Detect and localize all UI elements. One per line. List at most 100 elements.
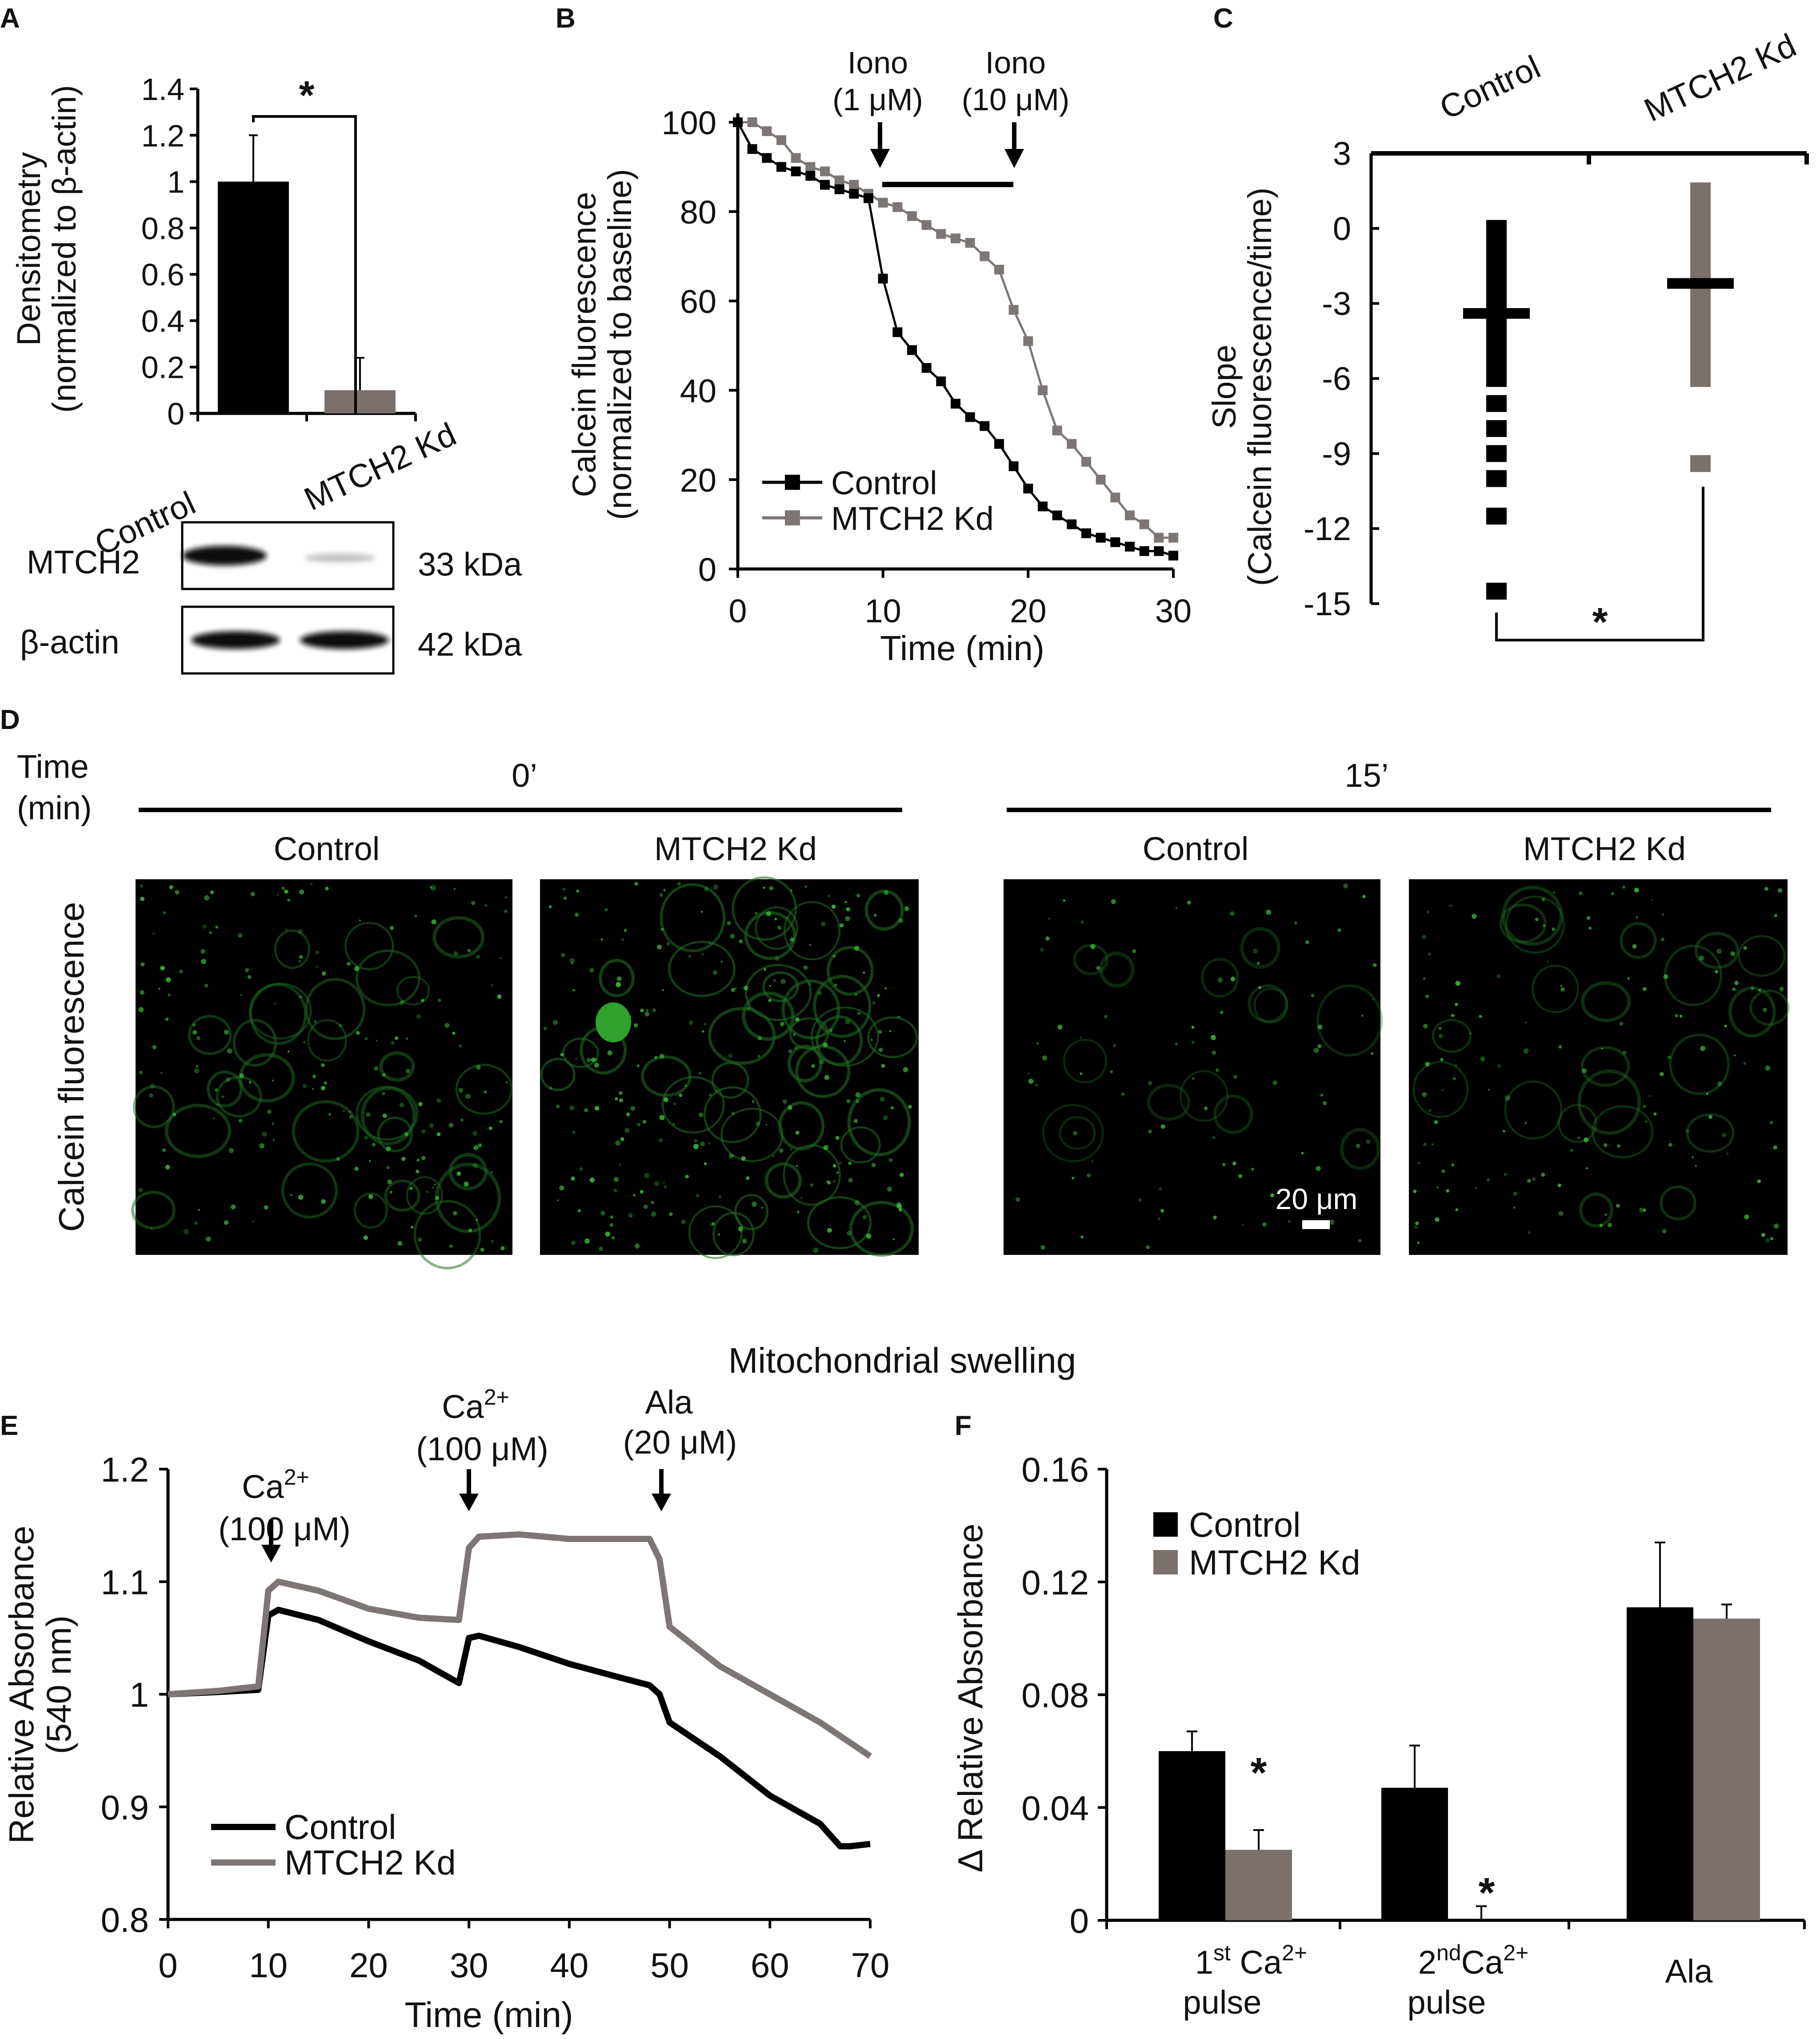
fluorescent-spot bbox=[1436, 1186, 1439, 1189]
fluorescent-spot bbox=[1480, 1056, 1485, 1062]
f-y-tick-label: 0.12 bbox=[1021, 1563, 1089, 1602]
panel-c-cat-kd: MTCH2 Kd bbox=[1639, 27, 1802, 129]
fluorescent-spot bbox=[826, 1180, 828, 1182]
fluorescent-spot bbox=[556, 1105, 560, 1109]
cell-outline bbox=[216, 1076, 262, 1118]
fluorescent-spot bbox=[742, 1238, 747, 1244]
cell-outline bbox=[1240, 927, 1280, 969]
fluorescent-spot bbox=[630, 1106, 636, 1111]
western-blot: MTCH2 β-actin 33 kDa 42 kDa bbox=[20, 521, 522, 675]
fluorescent-spot bbox=[663, 889, 666, 892]
fluorescent-spot bbox=[1413, 1190, 1417, 1194]
cell-outline bbox=[281, 1162, 338, 1219]
panel-f-cat-2: 2ndCa2+ pulse bbox=[1408, 1940, 1529, 2021]
c-y-tick-label: -12 bbox=[1304, 510, 1351, 547]
fluorescent-spot bbox=[734, 988, 737, 990]
fluorescent-spot bbox=[1316, 1166, 1321, 1171]
fluorescent-spot bbox=[364, 1037, 368, 1040]
fluorescent-spot bbox=[884, 987, 887, 989]
cell-outline bbox=[131, 1190, 176, 1230]
fluorescent-spot bbox=[1743, 946, 1747, 950]
fluorescent-spot bbox=[863, 971, 865, 974]
fluorescent-spot bbox=[1582, 1068, 1587, 1074]
fluorescent-spot bbox=[192, 1030, 197, 1035]
fluorescent-spot bbox=[663, 1181, 665, 1184]
fluorescent-spot bbox=[160, 1072, 163, 1074]
cell-outline bbox=[1059, 1116, 1096, 1150]
fluorescent-spot bbox=[774, 917, 777, 921]
fluorescent-spot bbox=[1417, 1241, 1420, 1244]
fluorescent-spot bbox=[1726, 1152, 1729, 1155]
fluorescent-spot bbox=[1645, 1120, 1648, 1123]
svg-text:pulse: pulse bbox=[1183, 1984, 1262, 2021]
b-point-kd bbox=[1139, 519, 1149, 529]
fluorescent-spot bbox=[1504, 1173, 1507, 1176]
fluorescent-spot bbox=[435, 1196, 440, 1200]
fluorescent-spot bbox=[1524, 1021, 1527, 1024]
fluorescent-spot bbox=[637, 1064, 640, 1067]
fluorescent-spot bbox=[1616, 1204, 1620, 1208]
c-point-control bbox=[1486, 445, 1507, 462]
panel-a: A Densitometry (normalized to β-actin) 1… bbox=[0, 3, 522, 675]
fluorescent-spot bbox=[272, 1139, 275, 1142]
fluorescent-spot bbox=[1662, 913, 1664, 916]
fluorescent-spot bbox=[1758, 989, 1761, 992]
e-x-tick-label: 60 bbox=[751, 1946, 789, 1985]
fluorescent-spot bbox=[765, 1124, 768, 1126]
cell-outline bbox=[816, 1015, 863, 1066]
fluorescent-spot bbox=[1212, 1136, 1215, 1139]
fluorescent-spot bbox=[363, 1235, 368, 1240]
fluorescent-spot bbox=[1651, 899, 1653, 901]
c-point-control bbox=[1486, 370, 1507, 387]
fluorescent-spot bbox=[262, 1131, 267, 1137]
svg-text:(20 μM): (20 μM) bbox=[623, 1424, 737, 1461]
fluorescent-spot bbox=[1732, 987, 1736, 991]
fluorescent-spot bbox=[1372, 998, 1374, 1001]
fluorescent-spot bbox=[179, 969, 184, 974]
fluorescent-spot bbox=[899, 1173, 904, 1177]
f-legend-label: MTCH2 Kd bbox=[1189, 1543, 1360, 1582]
fluorescent-spot bbox=[1441, 1169, 1445, 1173]
fluorescent-spot bbox=[225, 1077, 231, 1082]
fluorescent-spot bbox=[1774, 914, 1777, 917]
fluorescent-spot bbox=[359, 919, 361, 921]
fluorescent-spot bbox=[1230, 911, 1235, 916]
cell-outline bbox=[1620, 922, 1657, 959]
fluorescent-spot bbox=[416, 1170, 420, 1174]
blot-kda-actin: 42 kDa bbox=[418, 626, 522, 663]
fluorescent-spot bbox=[421, 998, 424, 1002]
fluorescent-spot bbox=[386, 1146, 391, 1152]
fluorescent-spot bbox=[576, 889, 580, 893]
cell-outline bbox=[598, 958, 635, 997]
b-point-kd bbox=[951, 233, 960, 244]
fluorescent-spot bbox=[1513, 1206, 1516, 1209]
a-sig-star: * bbox=[299, 73, 314, 118]
fluorescent-spot bbox=[848, 1178, 853, 1183]
fluorescent-spot bbox=[557, 1199, 559, 1202]
b-point-control bbox=[892, 327, 903, 337]
fluorescent-spot bbox=[571, 1241, 576, 1245]
fluorescent-spot bbox=[854, 1200, 860, 1206]
fluorescent-spot bbox=[472, 1163, 478, 1168]
cell-outline bbox=[1412, 1061, 1469, 1118]
fluorescent-spot bbox=[1663, 974, 1668, 979]
micrograph-control-0 bbox=[136, 879, 512, 1255]
fluorescent-spot bbox=[328, 1113, 331, 1116]
c-point-control bbox=[1486, 470, 1507, 487]
fluorescent-spot bbox=[755, 912, 757, 915]
fluorescent-spot bbox=[267, 1109, 272, 1114]
fluorescent-spot bbox=[400, 1000, 405, 1005]
panel-b-arrows bbox=[870, 122, 1024, 187]
fluorescent-spot bbox=[354, 966, 360, 971]
fluorescent-spot bbox=[1524, 1122, 1527, 1125]
fluorescent-spot bbox=[459, 1044, 462, 1048]
panel-a-ylabel: Densitometry bbox=[10, 152, 47, 346]
b-point-kd bbox=[1125, 510, 1135, 521]
fluorescent-spot bbox=[215, 925, 219, 929]
fluorescent-spot bbox=[140, 884, 144, 888]
e-x-tick-label: 70 bbox=[851, 1946, 890, 1985]
cell-outline bbox=[406, 1176, 443, 1215]
b-point-kd bbox=[892, 202, 903, 212]
fluorescent-spot bbox=[664, 1185, 667, 1189]
fluorescent-spot bbox=[452, 1032, 456, 1035]
